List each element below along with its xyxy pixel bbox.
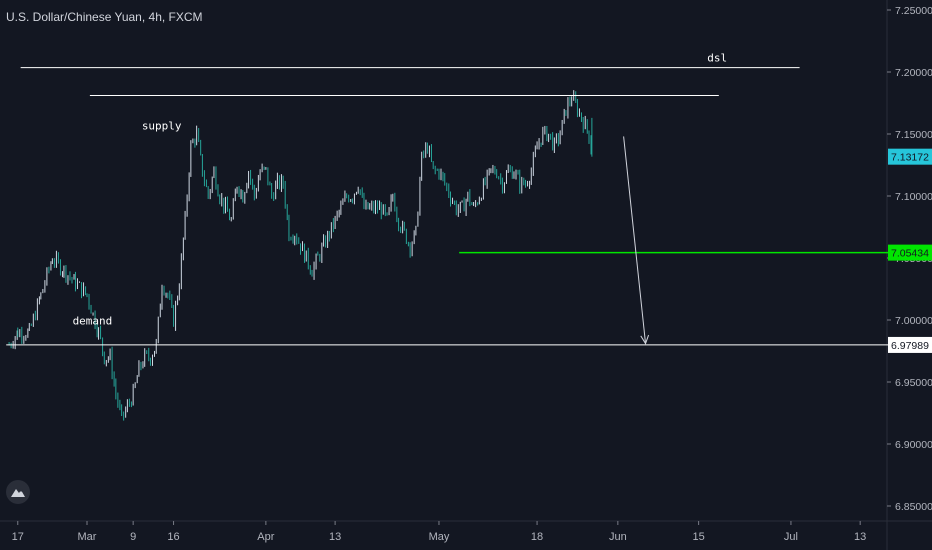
- price-tag-label: 6.97989: [891, 340, 929, 352]
- down-arrow-icon: [640, 334, 650, 345]
- price-tag-label: 7.05434: [891, 248, 929, 260]
- tradingview-logo-icon[interactable]: [6, 480, 30, 504]
- price-tag[interactable]: 6.97989: [888, 336, 932, 353]
- candles: [8, 90, 593, 421]
- time-axis-label: Jul: [784, 531, 798, 543]
- price-axis-label: 7.20000: [895, 67, 932, 79]
- price-axis-label: 6.95000: [895, 377, 932, 389]
- price-axis-label: 7.15000: [895, 129, 932, 141]
- time-axis-label: May: [429, 531, 450, 543]
- time-axis-label: 18: [531, 531, 543, 543]
- price-tag[interactable]: 7.13172: [888, 148, 932, 165]
- price-tag-label: 7.13172: [891, 152, 929, 164]
- time-axis-label: Jun: [609, 531, 627, 543]
- price-tag-bg: [888, 244, 932, 261]
- price-tag-bg: [888, 336, 932, 353]
- price-axis-label: 7.10000: [895, 191, 932, 203]
- time-axis-label: 9: [130, 531, 136, 543]
- annotation-supply[interactable]: supply: [142, 120, 182, 133]
- price-axis-label: 7.00000: [895, 315, 932, 327]
- symbol-title[interactable]: U.S. Dollar/Chinese Yuan, 4h, FXCM: [6, 10, 203, 24]
- annotation-demand[interactable]: demand: [73, 314, 113, 327]
- time-axis-label: Mar: [78, 531, 97, 543]
- time-axis-label: 17: [12, 531, 24, 543]
- price-axis-label: 6.90000: [895, 439, 932, 451]
- time-axis-label: 16: [167, 531, 179, 543]
- annotation-dsl[interactable]: dsl: [707, 51, 727, 64]
- time-axis-label: 13: [329, 531, 341, 543]
- price-axis-label: 6.85000: [895, 501, 932, 513]
- price-tag[interactable]: 7.05434: [888, 244, 932, 261]
- time-axis-label: Apr: [257, 531, 274, 543]
- time-axis-label: 15: [692, 531, 704, 543]
- price-tag-bg: [888, 148, 932, 165]
- price-axis-label: 7.25000: [895, 5, 932, 17]
- time-axis-label: 13: [854, 531, 866, 543]
- time-axis[interactable]: 17 Mar 9 16 Apr 13 May 18 Jun 15 Jul 13: [12, 521, 867, 543]
- down-arrow-line[interactable]: [623, 136, 647, 344]
